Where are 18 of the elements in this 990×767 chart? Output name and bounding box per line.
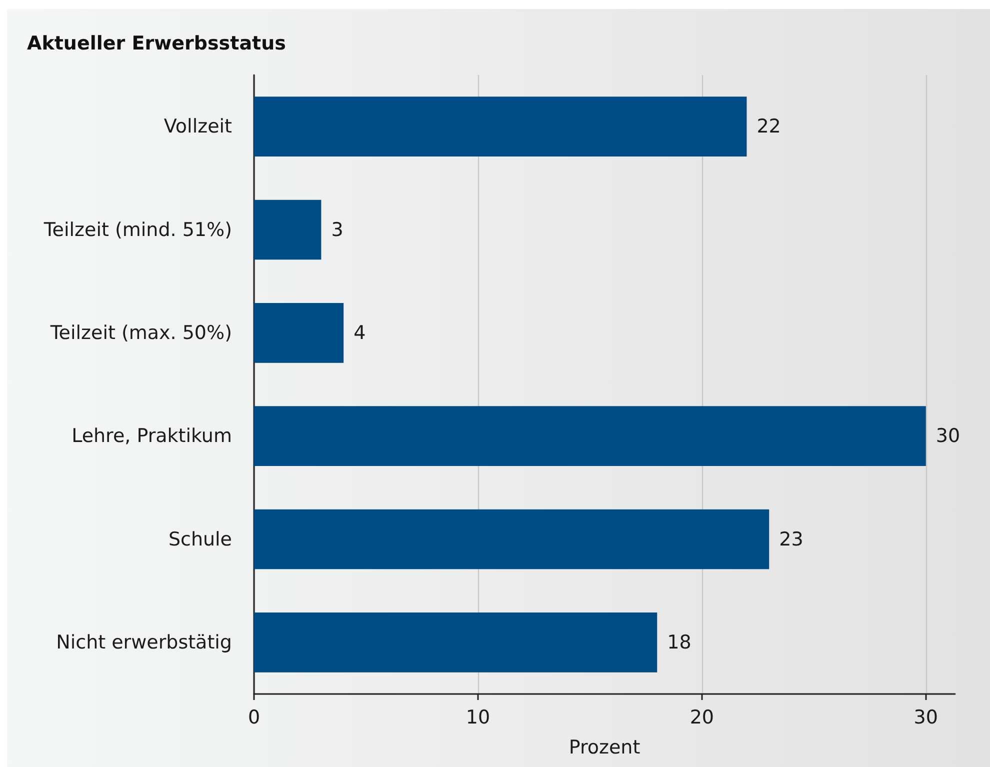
y-tick-label: Nicht erwerbstätig xyxy=(56,631,232,654)
x-tick-label: 20 xyxy=(690,706,714,728)
y-tick-label: Teilzeit (mind. 51%) xyxy=(42,218,232,241)
y-tick-label: Teilzeit (max. 50%) xyxy=(49,322,232,344)
y-tick-label: Schule xyxy=(168,528,232,550)
y-tick-label: Vollzeit xyxy=(164,116,232,138)
data-label: 3 xyxy=(331,218,344,241)
data-label: 23 xyxy=(779,528,804,550)
x-axis-title: Prozent xyxy=(568,736,640,758)
data-label: 18 xyxy=(667,631,692,654)
y-tick-label: Lehre, Praktikum xyxy=(72,425,232,448)
data-label: 30 xyxy=(936,425,960,448)
x-tick-label: 0 xyxy=(248,706,260,728)
data-label: 4 xyxy=(354,322,366,344)
data-label: 22 xyxy=(756,116,781,138)
chart-title: Aktueller Erwerbsstatus xyxy=(27,32,286,54)
x-tick-label: 10 xyxy=(466,706,490,728)
x-tick-label: 30 xyxy=(914,706,938,728)
